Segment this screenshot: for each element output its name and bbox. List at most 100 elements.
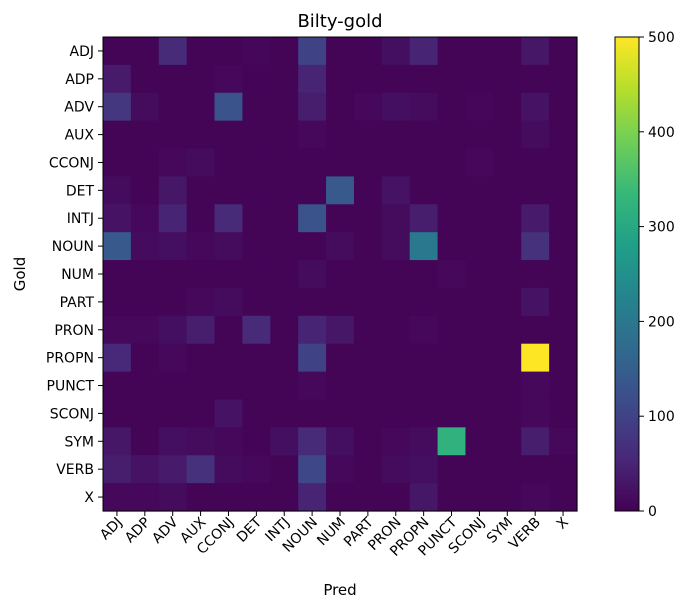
heatmap-cell-noun-punct (437, 232, 467, 261)
heatmap-cell-det-cconj (214, 176, 244, 205)
y-axis-ticks: ADJ ADP ADV AUX CCONJ DET INTJ NOUN NUM PART PRON P… (46, 44, 103, 506)
heatmap-cell-part-punct (437, 287, 467, 317)
heatmap-cell-cconj-pron (381, 148, 411, 178)
heatmap-cell-adj-sconj (465, 37, 494, 66)
heatmap-cell-propn-punct (437, 343, 467, 373)
heatmap-cell-part-num (326, 287, 355, 317)
heatmap-cell-noun-adv (158, 232, 188, 261)
heatmap-cell-pron-propn (409, 315, 439, 345)
heatmap-cell-sconj-adj (103, 399, 132, 428)
heatmap-cell-propn-sym (493, 343, 522, 373)
heatmap-cell-intj-intj (270, 204, 299, 233)
heatmap-cell-x-det (242, 483, 271, 512)
heatmap-cell-aux-punct (437, 120, 467, 150)
heatmap-cell-part-verb (521, 287, 550, 317)
heatmap-cell-adp-det (242, 64, 271, 94)
x-tick-label: ADJ (97, 515, 126, 544)
heatmap-cell-intj-pron (381, 204, 411, 233)
y-tick-label: ADJ (70, 44, 95, 60)
heatmap-cell-cconj-x (549, 148, 578, 178)
heatmap-cell-propn-adp (130, 343, 160, 373)
heatmap-cell-verb-aux (186, 455, 216, 484)
heatmap-cell-x-sym (493, 483, 522, 512)
heatmap-cell-sym-pron (381, 427, 411, 456)
heatmap-cell-sym-part (353, 427, 383, 456)
heatmap-cell-cconj-sconj (465, 148, 494, 178)
heatmap-cell-det-adj (103, 176, 132, 205)
heatmap-cell-pron-x (549, 315, 578, 345)
heatmap-cell-noun-cconj (214, 232, 244, 261)
heatmap-cell-aux-adp (130, 120, 160, 150)
heatmap-cell-part-adj (103, 287, 132, 317)
heatmap-cell-sconj-num (326, 399, 355, 428)
heatmap-cell-cconj-punct (437, 148, 467, 178)
heatmap-cell-adv-det (242, 92, 271, 122)
heatmap-cell-adj-noun (298, 37, 327, 66)
heatmap-cell-adj-cconj (214, 37, 244, 66)
heatmap-cell-cconj-intj (270, 148, 299, 178)
heatmap-cell-sconj-sym (493, 399, 522, 428)
heatmap-cell-adj-adj (103, 37, 132, 66)
heatmap-cell-pron-adj (103, 315, 132, 345)
heatmap-cell-adp-verb (521, 64, 550, 94)
y-tick-label: NOUN (52, 239, 94, 255)
heatmap-cell-part-propn (409, 287, 439, 317)
colorbar-tick-label: 500 (648, 30, 675, 46)
heatmap-cell-propn-verb (521, 343, 550, 373)
heatmap-cell-adv-cconj (214, 92, 244, 122)
heatmap-cell-det-x (549, 176, 578, 205)
heatmap-cell-x-verb (521, 483, 550, 512)
heatmap-cell-part-pron (381, 287, 411, 317)
heatmap-cell-intj-sym (493, 204, 522, 233)
heatmap-cell-noun-propn (409, 232, 439, 261)
heatmap-cell-verb-part (353, 455, 383, 484)
heatmap-cell-adp-sym (493, 64, 522, 94)
heatmap-cell-part-aux (186, 287, 216, 317)
heatmap-cell-x-x (549, 483, 578, 512)
heatmap-cell-pron-aux (186, 315, 216, 345)
heatmap-cell-part-det (242, 287, 271, 317)
heatmap-cell-aux-part (353, 120, 383, 150)
heatmap-cell-adp-propn (409, 64, 439, 94)
heatmap-cell-noun-intj (270, 232, 299, 261)
heatmap-cell-verb-noun (298, 455, 327, 484)
heatmap-cell-det-aux (186, 176, 216, 205)
heatmap-cell-adv-part (353, 92, 383, 122)
heatmap-cell-verb-intj (270, 455, 299, 484)
heatmap-cell-cconj-adv (158, 148, 188, 178)
y-tick-label: NUM (61, 267, 94, 283)
heatmap-cell-intj-punct (437, 204, 467, 233)
heatmap-cell-adv-punct (437, 92, 467, 122)
heatmap-cell-aux-noun (298, 120, 327, 150)
heatmap-cell-punct-pron (381, 371, 411, 401)
heatmap-cell-noun-adp (130, 232, 160, 261)
heatmap-cell-part-sym (493, 287, 522, 317)
heatmap-cell-num-x (549, 260, 578, 289)
heatmap-cell-adp-x (549, 64, 578, 94)
heatmap-cell-propn-propn (409, 343, 439, 373)
x-axis-label: Pred (323, 581, 356, 599)
heatmap-cell-punct-punct (437, 371, 467, 401)
heatmap-cell-punct-part (353, 371, 383, 401)
heatmap-cell-verb-sconj (465, 455, 494, 484)
heatmap-cell-aux-x (549, 120, 578, 150)
heatmap-cell-num-punct (437, 260, 467, 289)
colorbar-tick-label: 100 (648, 409, 675, 425)
heatmap-cell-pron-intj (270, 315, 299, 345)
x-tick-label: DET (234, 514, 266, 546)
heatmap-cell-propn-aux (186, 343, 216, 373)
y-axis-label: Gold (11, 257, 29, 292)
heatmap-cell-propn-noun (298, 343, 327, 373)
heatmap-cell-cconj-cconj (214, 148, 244, 178)
heatmap-cell-punct-sym (493, 371, 522, 401)
heatmap-cell-noun-det (242, 232, 271, 261)
heatmap-cell-sconj-part (353, 399, 383, 428)
heatmap-cell-sym-aux (186, 427, 216, 456)
chart-title: Bilty-gold (297, 11, 382, 32)
heatmap-cell-aux-adj (103, 120, 132, 150)
heatmap-cell-x-propn (409, 483, 439, 512)
heatmap-cell-sconj-adv (158, 399, 188, 428)
colorbar (614, 36, 640, 512)
heatmap-cell-sym-verb (521, 427, 550, 456)
